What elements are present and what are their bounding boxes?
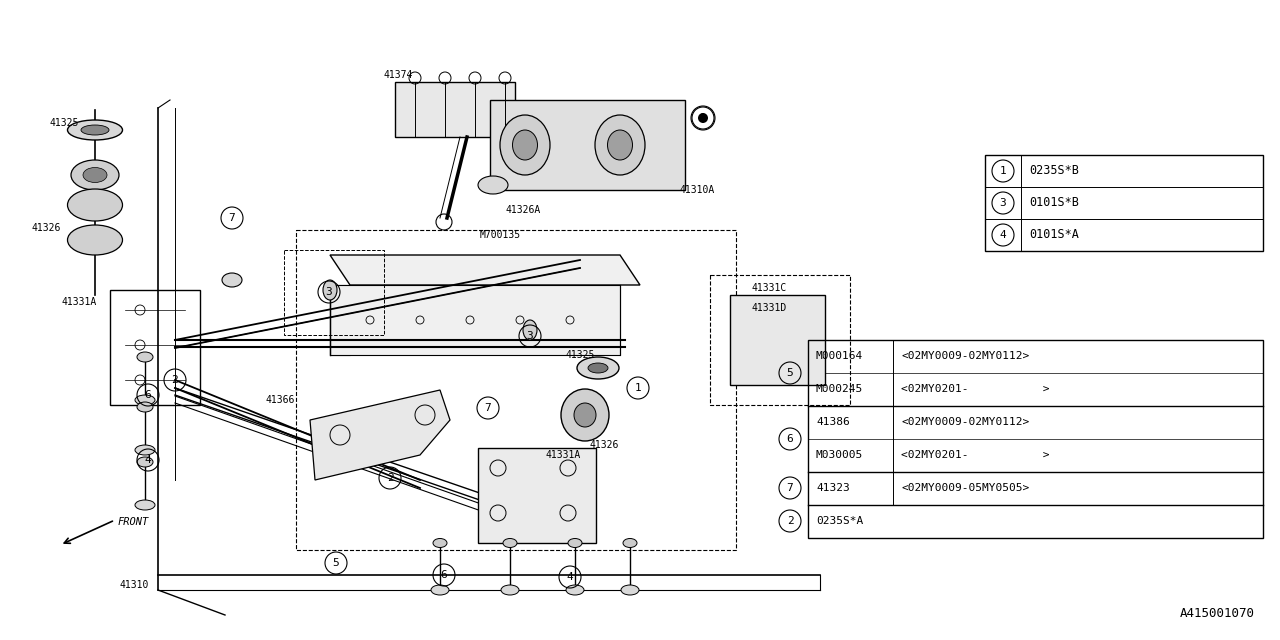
Ellipse shape [83,168,108,182]
Bar [296,230,736,550]
Ellipse shape [68,225,123,255]
Text: 4: 4 [145,455,151,465]
Text: 41331C: 41331C [753,283,787,293]
Text: 5: 5 [333,558,339,568]
Ellipse shape [588,363,608,373]
Text: 41323: 41323 [817,483,850,493]
Text: 41386: 41386 [817,417,850,427]
Text: 7: 7 [485,403,492,413]
Text: <02MY0009-02MY0112>: <02MY0009-02MY0112> [901,351,1029,361]
Text: 3: 3 [1000,198,1006,208]
Bar [490,100,685,190]
Ellipse shape [524,320,538,340]
Ellipse shape [68,120,123,140]
Text: 41331A: 41331A [61,297,97,307]
Text: M000245: M000245 [817,384,863,394]
Text: 1: 1 [700,113,707,123]
Text: 3: 3 [526,331,534,341]
Text: 7: 7 [229,213,236,223]
Ellipse shape [503,538,517,547]
Ellipse shape [81,125,109,135]
Text: 41374: 41374 [383,70,412,80]
Text: 4: 4 [567,572,573,582]
Text: 41326: 41326 [32,223,61,233]
Ellipse shape [561,389,609,441]
Polygon shape [330,255,640,285]
Text: <02MY0201-           >: <02MY0201- > [901,450,1050,460]
Text: 4: 4 [1000,230,1006,240]
Ellipse shape [621,585,639,595]
Text: 41325: 41325 [50,118,79,128]
Text: 41331D: 41331D [753,303,787,313]
Ellipse shape [568,538,582,547]
Ellipse shape [134,500,155,510]
Bar [477,448,596,543]
Ellipse shape [500,585,518,595]
Text: 1: 1 [635,383,641,393]
Ellipse shape [137,457,154,467]
Text: 41326: 41326 [590,440,620,450]
Ellipse shape [221,273,242,287]
Bar [284,250,384,335]
Ellipse shape [500,115,550,175]
Ellipse shape [137,402,154,412]
Text: 6: 6 [145,390,151,400]
Text: 41310A: 41310A [680,185,716,195]
Ellipse shape [512,130,538,160]
Ellipse shape [431,585,449,595]
Bar [396,82,515,137]
Text: 41366: 41366 [265,395,294,405]
Text: FRONT: FRONT [118,517,150,527]
Text: 41325: 41325 [564,350,594,360]
Text: 41310: 41310 [120,580,150,590]
Text: 2: 2 [172,375,178,385]
Text: <02MY0009-02MY0112>: <02MY0009-02MY0112> [901,417,1029,427]
Text: 7: 7 [787,483,794,493]
Text: M700135: M700135 [480,230,521,240]
Polygon shape [310,390,451,480]
Ellipse shape [68,189,123,221]
Text: 6: 6 [787,434,794,444]
Text: M030005: M030005 [817,450,863,460]
Text: 1: 1 [1000,166,1006,176]
Ellipse shape [70,160,119,190]
Text: 0235S*B: 0235S*B [1029,164,1079,177]
Bar [110,290,200,405]
Text: 41326A: 41326A [506,205,540,215]
Bar [330,285,620,355]
Bar [710,275,850,405]
Ellipse shape [137,352,154,362]
Ellipse shape [433,538,447,547]
Bar [808,340,1263,538]
Text: 41331A: 41331A [545,450,580,460]
Ellipse shape [566,585,584,595]
Ellipse shape [477,176,508,194]
Ellipse shape [323,280,337,300]
Text: M000164: M000164 [817,351,863,361]
Text: 3: 3 [325,287,333,297]
Ellipse shape [134,395,155,405]
Text: 0101S*A: 0101S*A [1029,228,1079,241]
Polygon shape [330,285,349,355]
Ellipse shape [595,115,645,175]
Ellipse shape [573,403,596,427]
Ellipse shape [577,357,620,379]
Text: <02MY0201-           >: <02MY0201- > [901,384,1050,394]
Bar [730,295,826,385]
Ellipse shape [608,130,632,160]
Text: 2: 2 [387,473,393,483]
Text: A415001070: A415001070 [1180,607,1254,620]
Text: 5: 5 [787,368,794,378]
Circle shape [698,113,708,123]
Ellipse shape [134,445,155,455]
Text: 0235S*A: 0235S*A [817,516,863,526]
Text: <02MY0009-05MY0505>: <02MY0009-05MY0505> [901,483,1029,493]
Text: 2: 2 [787,516,794,526]
Bar [986,155,1263,251]
Text: 0101S*B: 0101S*B [1029,196,1079,209]
Ellipse shape [623,538,637,547]
Text: 6: 6 [440,570,448,580]
